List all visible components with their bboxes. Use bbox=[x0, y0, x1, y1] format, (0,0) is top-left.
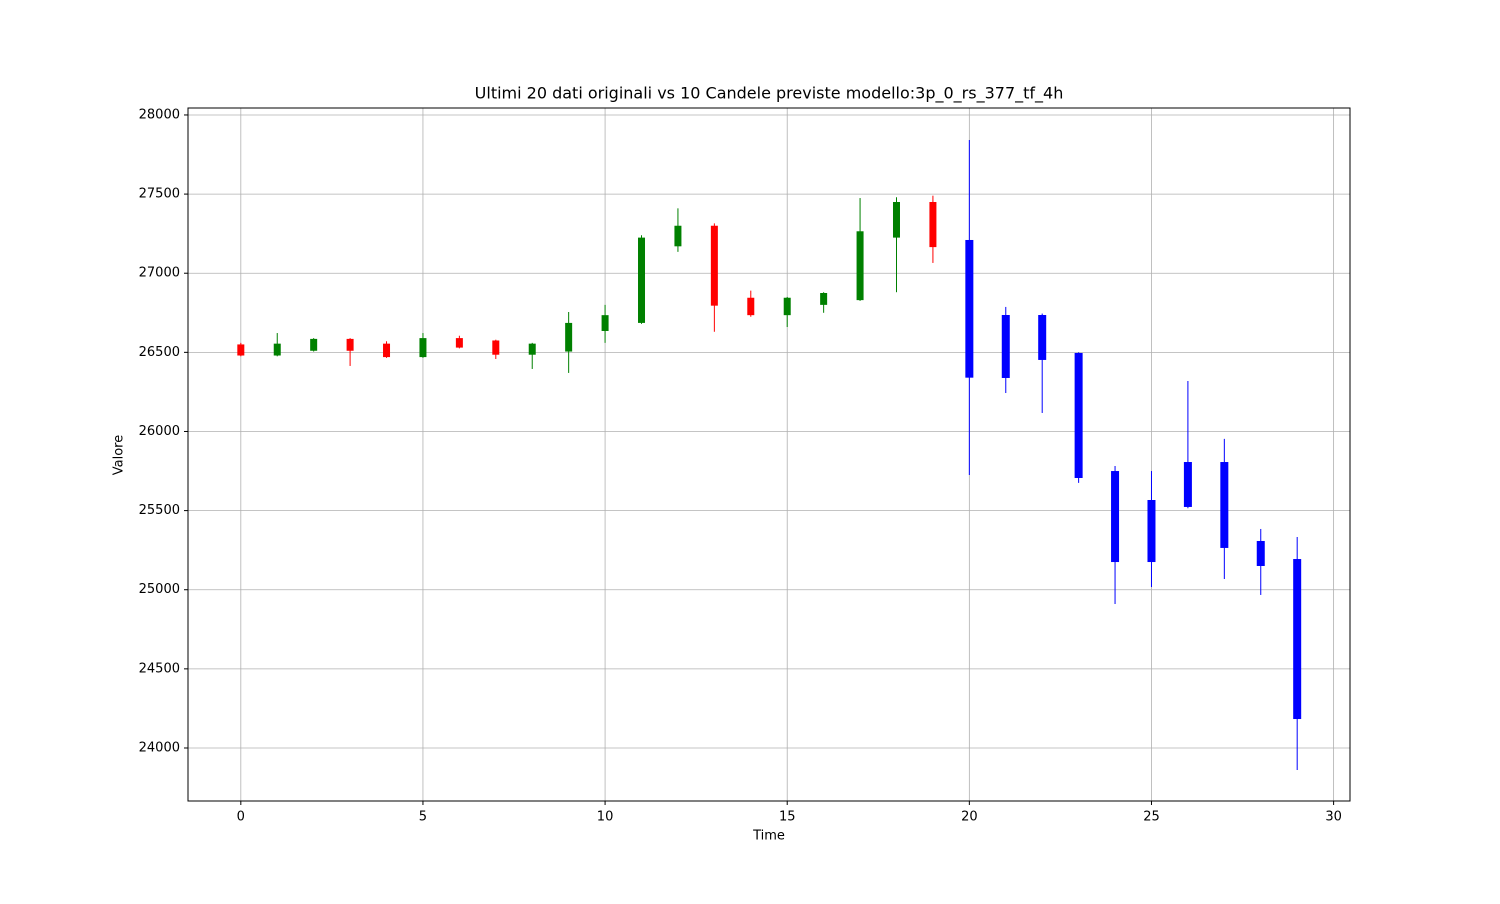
candle-body bbox=[965, 239, 974, 378]
candle-body bbox=[929, 202, 937, 248]
candle-body bbox=[783, 297, 791, 316]
candle-body bbox=[419, 338, 427, 358]
candle-body bbox=[892, 202, 900, 238]
y-tick-label: 25500 bbox=[139, 503, 180, 518]
candle-body bbox=[455, 338, 463, 348]
candle-body bbox=[383, 343, 391, 358]
x-tick-label: 5 bbox=[419, 810, 427, 825]
y-axis-label: Valore bbox=[112, 435, 127, 475]
candle-body bbox=[346, 338, 354, 351]
candle-body bbox=[674, 225, 682, 247]
candle-body bbox=[237, 344, 245, 356]
candle-body bbox=[1147, 499, 1156, 563]
candle-body bbox=[1183, 462, 1192, 507]
candle-body bbox=[1293, 559, 1302, 720]
candle-body bbox=[528, 343, 536, 355]
candle-body bbox=[1074, 352, 1083, 479]
candle-body bbox=[638, 237, 646, 323]
candle-body bbox=[1111, 471, 1120, 563]
y-tick-label: 25000 bbox=[139, 582, 180, 597]
x-tick-label: 0 bbox=[237, 810, 245, 825]
x-tick-label: 30 bbox=[1325, 810, 1342, 825]
x-tick-label: 15 bbox=[779, 810, 796, 825]
x-tick-label: 20 bbox=[961, 810, 978, 825]
y-tick-label: 27000 bbox=[139, 266, 180, 281]
candle-body bbox=[1038, 314, 1047, 360]
x-axis-label: Time bbox=[752, 829, 785, 844]
candle-body bbox=[1220, 462, 1229, 548]
x-tick-label: 10 bbox=[597, 810, 614, 825]
plot-frame bbox=[187, 107, 1351, 802]
y-tick-label: 26000 bbox=[139, 424, 180, 439]
candle-body bbox=[856, 231, 864, 301]
y-tick-label: 28000 bbox=[139, 107, 180, 122]
candle-body bbox=[820, 293, 828, 305]
y-tick-label: 24500 bbox=[139, 661, 180, 676]
candle-body bbox=[1001, 314, 1010, 378]
candle-body bbox=[492, 340, 500, 355]
candle-body bbox=[601, 315, 609, 331]
candle-body bbox=[747, 297, 755, 316]
chart-title: Ultimi 20 dati originali vs 10 Candele p… bbox=[475, 84, 1064, 104]
y-tick-label: 27500 bbox=[139, 187, 180, 202]
x-tick-label: 25 bbox=[1143, 810, 1160, 825]
candle-body bbox=[710, 225, 718, 306]
candle-body bbox=[1256, 540, 1265, 566]
candle-body bbox=[273, 343, 281, 356]
y-tick-label: 26500 bbox=[139, 345, 180, 360]
y-tick-label: 24000 bbox=[139, 740, 180, 755]
candle-body bbox=[310, 338, 318, 351]
candle-body bbox=[565, 322, 573, 352]
